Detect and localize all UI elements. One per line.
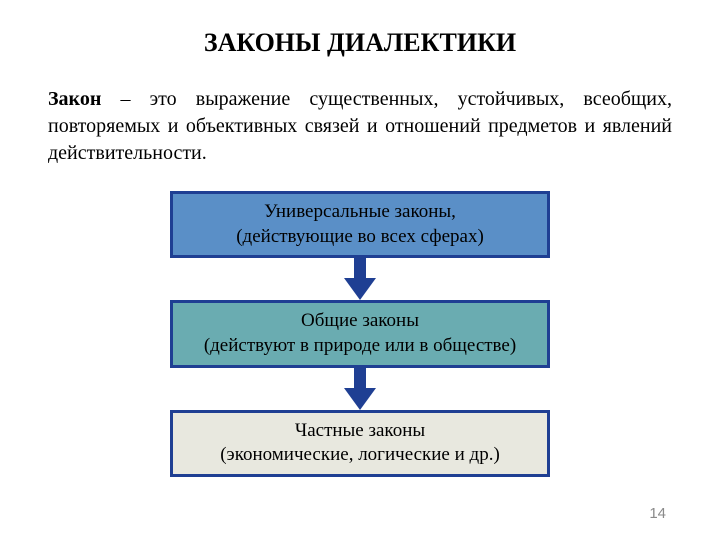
definition-rest: – это выражение существенных, устойчивых… [48, 88, 672, 164]
definition-term: Закон [48, 88, 101, 110]
page-number: 14 [649, 505, 666, 522]
box-line-2: (действующие во всех сферах) [236, 226, 484, 247]
box-line-1: Общие законы [301, 310, 419, 331]
box-line-2: (экономические, логические и др.) [220, 444, 500, 465]
hierarchy-diagram: Универсальные законы, (действующие во вс… [48, 191, 672, 477]
arrow-down-icon [340, 258, 380, 300]
slide: ЗАКОНЫ ДИАЛЕКТИКИ Закон – это выражение … [0, 0, 720, 540]
arrow-1 [340, 258, 380, 300]
arrow-2 [340, 368, 380, 410]
definition-paragraph: Закон – это выражение существенных, усто… [48, 86, 672, 167]
box-particular-laws: Частные законы (экономические, логически… [170, 410, 550, 477]
arrow-down-icon [340, 368, 380, 410]
slide-title: ЗАКОНЫ ДИАЛЕКТИКИ [48, 28, 672, 58]
box-line-1: Частные законы [295, 420, 425, 441]
box-universal-laws: Универсальные законы, (действующие во вс… [170, 191, 550, 258]
box-general-laws: Общие законы (действуют в природе или в … [170, 300, 550, 367]
box-line-2: (действуют в природе или в обществе) [204, 335, 516, 356]
box-line-1: Универсальные законы, [264, 201, 456, 222]
